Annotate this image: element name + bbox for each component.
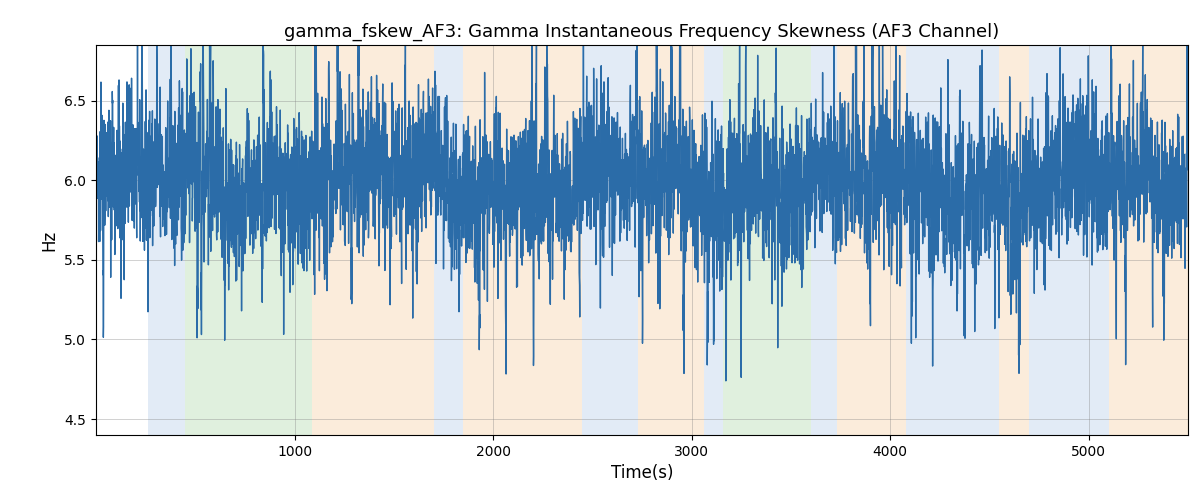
Bar — [1030, 45, 1109, 435]
Title: gamma_fskew_AF3: Gamma Instantaneous Frequency Skewness (AF3 Channel): gamma_fskew_AF3: Gamma Instantaneous Fre… — [284, 22, 1000, 41]
Bar — [638, 45, 703, 435]
Bar — [724, 45, 811, 435]
Bar — [582, 45, 638, 435]
X-axis label: Time(s): Time(s) — [611, 464, 673, 482]
Bar — [703, 45, 724, 435]
Bar — [1000, 45, 1030, 435]
Bar — [1109, 45, 1188, 435]
Bar — [312, 45, 433, 435]
Bar — [463, 45, 582, 435]
Bar — [185, 45, 312, 435]
Bar — [433, 45, 463, 435]
Bar — [906, 45, 1000, 435]
Bar — [836, 45, 906, 435]
Bar — [811, 45, 836, 435]
Bar — [148, 45, 185, 435]
Y-axis label: Hz: Hz — [41, 230, 59, 250]
